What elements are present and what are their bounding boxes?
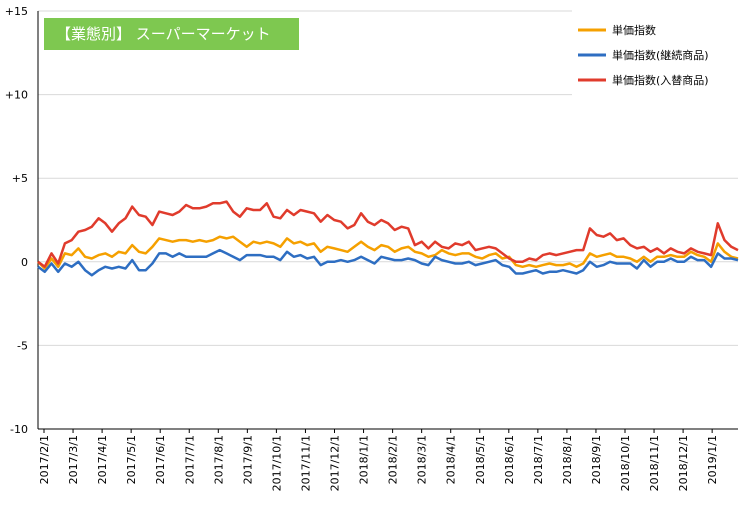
x-tick-label: 2018/10/1 (619, 435, 632, 491)
legend-label-unit-price: 単価指数 (612, 23, 656, 37)
x-tick-label: 2017/5/1 (125, 435, 138, 484)
x-tick-label: 2018/7/1 (532, 435, 545, 484)
x-tick-label: 2017/10/1 (270, 435, 283, 491)
x-tick-label: 2017/8/1 (212, 435, 225, 484)
series-lines (37, 200, 739, 277)
title-badge-background (44, 18, 299, 50)
legend-label-continuing: 単価指数(継続商品) (612, 48, 709, 62)
y-axis: +15 +10 +5 0 -5 -10 (5, 5, 39, 436)
y-tick-label: +15 (5, 5, 28, 18)
x-tick-label: 2017/2/1 (38, 435, 51, 484)
legend-label-replacement: 単価指数(入替商品) (612, 73, 709, 87)
x-tick-label: 2017/9/1 (241, 435, 254, 484)
x-tick-label: 2019/1/1 (706, 435, 719, 484)
series-line-2 (37, 200, 739, 269)
x-tick-label: 2018/2/1 (387, 435, 400, 484)
y-tick-label: +5 (12, 172, 28, 185)
x-tick-label: 2017/11/1 (299, 435, 312, 491)
x-tick-label: 2018/6/1 (503, 435, 516, 484)
y-tick-label: 0 (21, 256, 28, 269)
chart-title: 【業態別】 スーパーマーケット (56, 25, 271, 43)
x-tick-label: 2018/3/1 (416, 435, 429, 484)
x-tick-label: 2018/11/1 (648, 435, 661, 491)
legend-background (572, 10, 738, 96)
x-tick-label: 2017/3/1 (67, 435, 80, 484)
x-tick-label: 2018/5/1 (474, 435, 487, 484)
x-tick-label: 2018/4/1 (445, 435, 458, 484)
x-axis: 2017/2/1 2017/3/1 2017/4/1 2017/5/1 2017/6/1… (38, 428, 738, 491)
series-line-0 (37, 235, 739, 270)
x-tick-label: 2018/8/1 (561, 435, 574, 484)
chart-title-badge: 【業態別】 スーパーマーケット (44, 18, 299, 50)
x-tick-label: 2018/1/1 (358, 435, 371, 484)
x-tick-label: 2018/9/1 (590, 435, 603, 484)
y-tick-label: -5 (17, 339, 28, 352)
series-line-1 (37, 248, 739, 277)
x-tick-label: 2017/7/1 (183, 435, 196, 484)
x-tick-label: 2017/6/1 (154, 435, 167, 484)
x-tick-label: 2017/4/1 (96, 435, 109, 484)
y-tick-label: +10 (5, 89, 28, 102)
x-tick-label: 2018/12/1 (677, 435, 690, 491)
legend: 単価指数 単価指数(継続商品) 単価指数(入替商品) (572, 10, 738, 96)
y-tick-label: -10 (10, 423, 28, 436)
x-tick-label: 2017/12/1 (329, 435, 342, 491)
